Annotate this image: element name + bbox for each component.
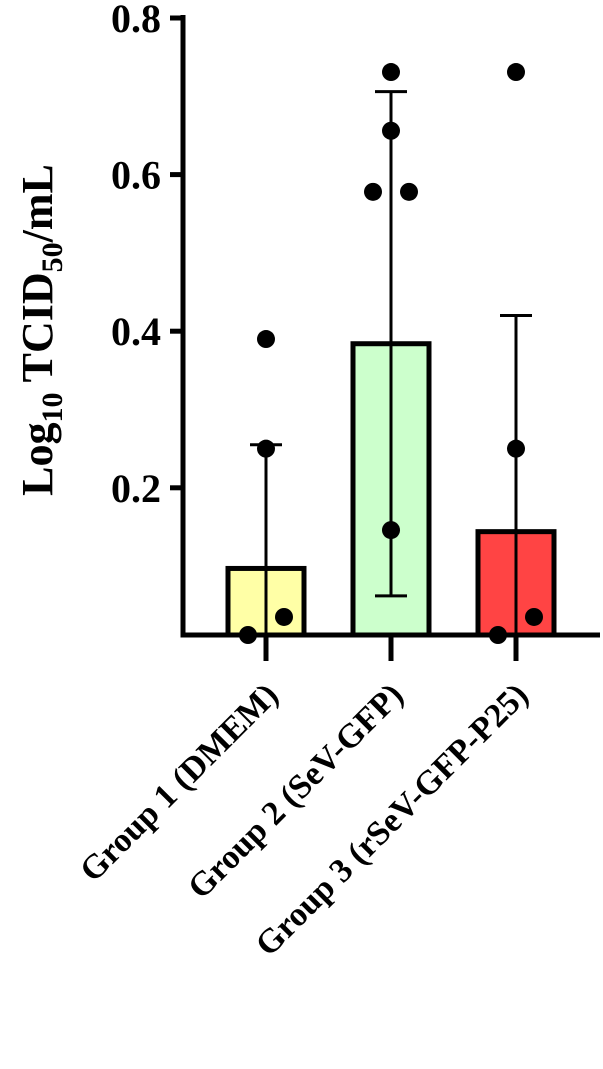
data-point xyxy=(382,121,400,140)
data-point xyxy=(400,182,418,201)
y-tick-label: 0.2 xyxy=(111,466,161,511)
error-bar xyxy=(500,314,532,635)
data-point xyxy=(382,63,400,82)
y-label-sub: 50 xyxy=(36,242,69,272)
data-point xyxy=(364,182,382,201)
data-point xyxy=(257,439,275,458)
y-axis-label: Log10 TCID50/mL xyxy=(13,164,69,496)
data-point xyxy=(382,521,400,540)
y-label-part: TCID xyxy=(13,272,62,392)
error-bar xyxy=(375,90,407,598)
y-label-part: /mL xyxy=(13,164,62,243)
y-label-sub: 10 xyxy=(36,393,69,423)
y-tick-label: 0.8 xyxy=(111,0,161,41)
data-point xyxy=(275,607,293,626)
data-point xyxy=(507,439,525,458)
x-tick-label: Group 2 (SeV-GFP) xyxy=(181,676,411,906)
y-tick-label: 0.6 xyxy=(111,153,161,198)
y-label-part: Log xyxy=(13,423,62,496)
plot-area xyxy=(225,90,557,635)
data-point xyxy=(507,63,525,82)
data-point xyxy=(525,607,543,626)
y-tick-label: 0.4 xyxy=(111,309,161,354)
data-point xyxy=(257,330,275,349)
